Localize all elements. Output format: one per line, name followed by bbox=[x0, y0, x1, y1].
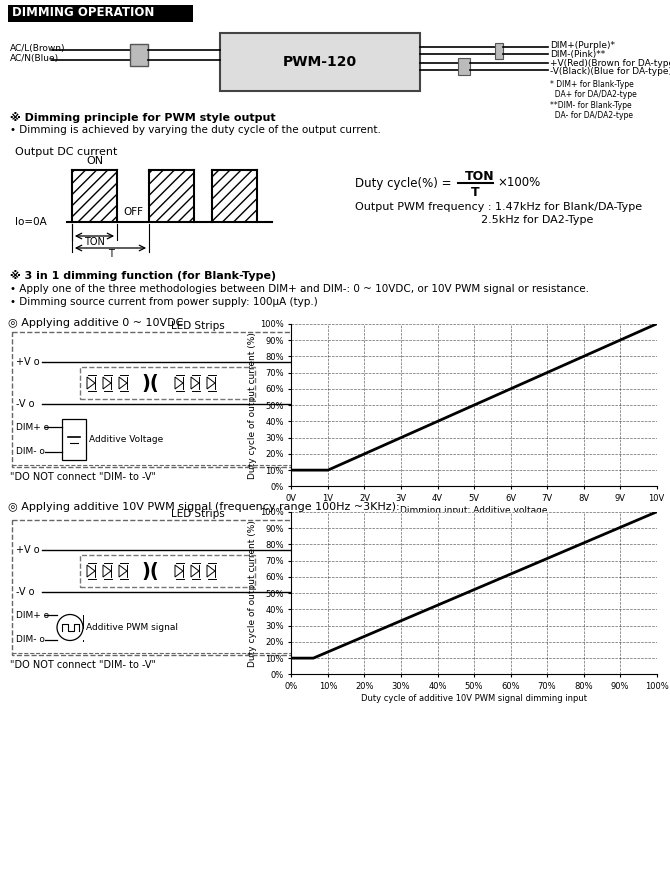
Text: 0.15%: 0.15% bbox=[295, 457, 322, 467]
Text: 6%: 6% bbox=[331, 652, 344, 661]
Text: TON: TON bbox=[84, 237, 105, 247]
Text: ON: ON bbox=[86, 156, 103, 166]
Text: LED Strips: LED Strips bbox=[171, 321, 224, 331]
Text: DIMMING OPERATION: DIMMING OPERATION bbox=[12, 6, 154, 19]
Text: PWM-120: PWM-120 bbox=[283, 55, 357, 69]
Polygon shape bbox=[87, 377, 95, 389]
Polygon shape bbox=[87, 565, 95, 577]
Bar bbox=[495, 43, 503, 59]
Polygon shape bbox=[191, 377, 199, 389]
Polygon shape bbox=[103, 377, 111, 389]
Text: )(: )( bbox=[141, 373, 159, 392]
Bar bbox=[149, 170, 194, 222]
Bar bbox=[80, 367, 255, 399]
Bar bbox=[62, 419, 86, 460]
Bar bbox=[12, 520, 332, 655]
Text: )(: )( bbox=[141, 562, 159, 581]
Text: DIM+(Purple)*: DIM+(Purple)* bbox=[550, 41, 615, 51]
Text: +V o: +V o bbox=[16, 357, 40, 367]
Text: 1V: 1V bbox=[342, 466, 354, 475]
Text: • Apply one of the three methodologies between DIM+ and DIM-: 0 ~ 10VDC, or 10V : • Apply one of the three methodologies b… bbox=[10, 284, 589, 294]
Text: AC/L(Brown): AC/L(Brown) bbox=[10, 44, 66, 53]
Text: DIM+ o: DIM+ o bbox=[16, 422, 49, 432]
Text: DIM- o: DIM- o bbox=[16, 635, 45, 645]
Text: • Dimming source current from power supply: 100μA (typ.): • Dimming source current from power supp… bbox=[10, 297, 318, 307]
Bar bbox=[130, 44, 148, 66]
Text: -V o: -V o bbox=[16, 399, 34, 409]
Y-axis label: Duty cycle of output current (%): Duty cycle of output current (%) bbox=[249, 519, 257, 667]
Text: ×100%: ×100% bbox=[497, 176, 540, 189]
Polygon shape bbox=[103, 565, 111, 577]
Text: Additive PWM signal: Additive PWM signal bbox=[86, 623, 178, 632]
Polygon shape bbox=[175, 377, 183, 389]
Text: -V(Black)(Blue for DA-type): -V(Black)(Blue for DA-type) bbox=[550, 67, 670, 75]
Text: * DIM+ for Blank-Type
  DA+ for DA/DA2-type
**DIM- for Blank-Type
  DA- for DA/D: * DIM+ for Blank-Type DA+ for DA/DA2-typ… bbox=[550, 80, 636, 120]
Text: T: T bbox=[471, 186, 480, 199]
Text: 0.6V: 0.6V bbox=[326, 466, 346, 475]
Text: AC/N(Blue): AC/N(Blue) bbox=[10, 53, 59, 62]
Polygon shape bbox=[207, 377, 215, 389]
Text: -V o: -V o bbox=[16, 587, 34, 597]
Text: 2.5kHz for DA2-Type: 2.5kHz for DA2-Type bbox=[355, 215, 594, 225]
Text: ※ 3 in 1 dimming function (for Blank-Type): ※ 3 in 1 dimming function (for Blank-Typ… bbox=[10, 270, 276, 281]
Bar bbox=[220, 33, 420, 91]
Text: ※ Dimming principle for PWM style output: ※ Dimming principle for PWM style output bbox=[10, 112, 275, 123]
Text: 10%: 10% bbox=[302, 596, 322, 604]
Circle shape bbox=[57, 614, 83, 640]
Text: "DO NOT connect "DIM- to -V": "DO NOT connect "DIM- to -V" bbox=[10, 660, 156, 670]
Text: • Dimming is achieved by varying the duty cycle of the output current.: • Dimming is achieved by varying the dut… bbox=[10, 125, 381, 135]
Text: +V o: +V o bbox=[16, 545, 40, 555]
Text: OFF: OFF bbox=[123, 207, 143, 217]
Text: 10%: 10% bbox=[302, 413, 322, 421]
Text: Output PWM frequency : 1.47kHz for Blank/DA-Type: Output PWM frequency : 1.47kHz for Blank… bbox=[355, 202, 642, 212]
Polygon shape bbox=[191, 565, 199, 577]
X-axis label: Duty cycle of additive 10V PWM signal dimming input: Duty cycle of additive 10V PWM signal di… bbox=[361, 694, 587, 703]
Polygon shape bbox=[207, 565, 215, 577]
Text: LED Strips: LED Strips bbox=[171, 509, 224, 519]
Y-axis label: Duty cycle of output current (%): Duty cycle of output current (%) bbox=[249, 332, 257, 478]
Text: Io=0A: Io=0A bbox=[15, 217, 47, 227]
Text: +V(Red)(Brown for DA-type): +V(Red)(Brown for DA-type) bbox=[550, 59, 670, 67]
Text: T: T bbox=[108, 249, 113, 259]
Text: "DO NOT connect "DIM- to -V": "DO NOT connect "DIM- to -V" bbox=[10, 472, 156, 482]
Polygon shape bbox=[175, 565, 183, 577]
Text: ◎ Applying additive 0 ~ 10VDC: ◎ Applying additive 0 ~ 10VDC bbox=[8, 318, 184, 328]
Bar bbox=[8, 5, 193, 22]
Text: DIM+ o: DIM+ o bbox=[16, 611, 49, 619]
Bar bbox=[80, 555, 255, 587]
Bar bbox=[458, 58, 470, 75]
Text: Duty cycle(%) =: Duty cycle(%) = bbox=[355, 176, 452, 189]
Text: DIM- o: DIM- o bbox=[16, 448, 45, 456]
Text: DIM-(Pink)**: DIM-(Pink)** bbox=[550, 50, 605, 59]
Text: Output DC current: Output DC current bbox=[15, 147, 117, 157]
X-axis label: Dimming input: Additive voltage: Dimming input: Additive voltage bbox=[400, 505, 548, 515]
Bar bbox=[72, 170, 117, 222]
Bar bbox=[12, 332, 332, 467]
Polygon shape bbox=[119, 377, 127, 389]
Text: 10%: 10% bbox=[342, 652, 360, 661]
Bar bbox=[212, 170, 257, 222]
Text: ◎ Applying additive 10V PWM signal (frequency range 100Hz ~3KHz):: ◎ Applying additive 10V PWM signal (freq… bbox=[8, 502, 399, 512]
Polygon shape bbox=[119, 565, 127, 577]
Text: TON: TON bbox=[465, 169, 494, 182]
Text: 0.15%: 0.15% bbox=[295, 644, 322, 653]
Text: Additive Voltage: Additive Voltage bbox=[89, 435, 163, 444]
